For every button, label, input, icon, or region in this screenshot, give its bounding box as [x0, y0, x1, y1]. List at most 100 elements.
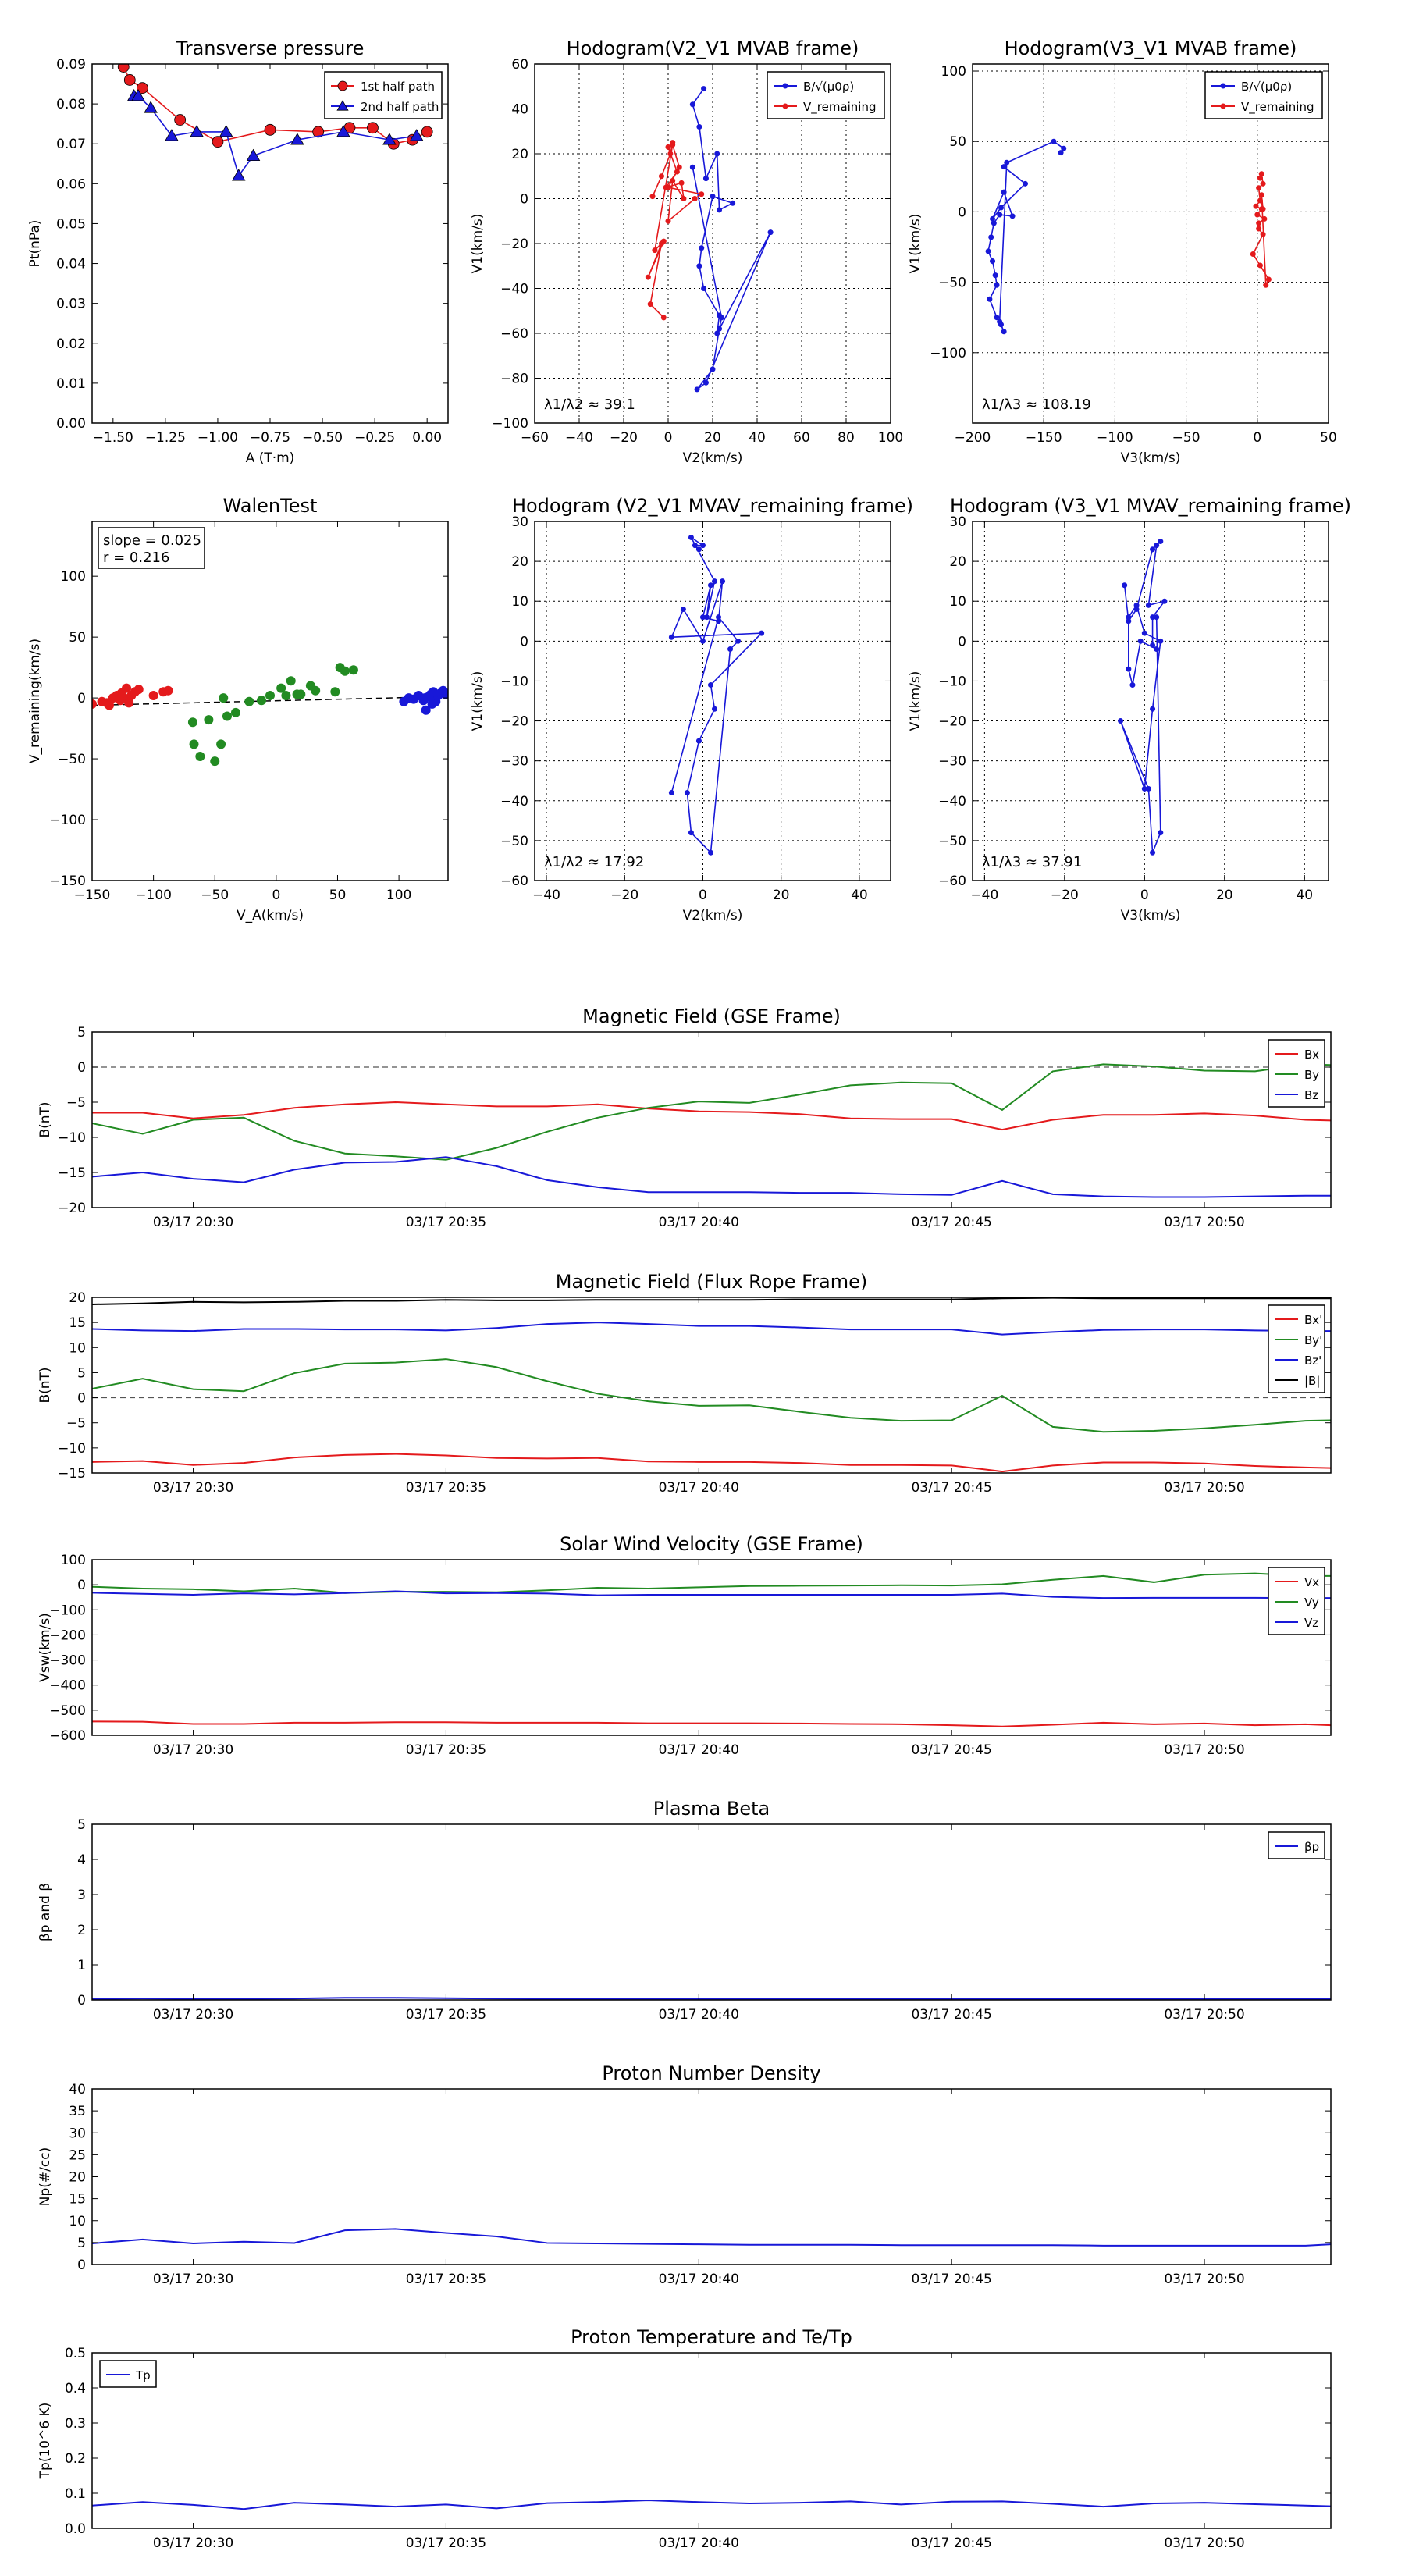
data-point — [992, 272, 998, 279]
y-tick-label: 5 — [77, 1365, 86, 1381]
legend-marker — [1220, 103, 1226, 109]
axes-frame — [91, 2352, 1332, 2529]
data-point — [1154, 646, 1160, 653]
data-point — [1150, 849, 1156, 856]
y-tick-label: 5 — [77, 1817, 86, 1833]
data-point — [265, 690, 275, 700]
data-point — [699, 245, 705, 251]
legend-label: Vz — [1304, 1616, 1318, 1630]
chart-title: Hodogram(V2_V1 MVAB frame) — [567, 37, 859, 59]
data-point — [710, 194, 716, 200]
annotation-text: λ1/λ3 ≈ 37.91 — [982, 854, 1082, 870]
data-point — [699, 191, 705, 197]
legend: βp — [1268, 1831, 1325, 1859]
y-tick-label: 3 — [77, 1888, 86, 1903]
data-point — [703, 614, 710, 621]
x-tick-label: 03/17 20:50 — [1164, 1215, 1244, 1230]
data-point — [692, 543, 698, 549]
x-tick-label: 03/17 20:30 — [153, 1742, 233, 1758]
data-point — [714, 151, 720, 157]
data-point — [727, 646, 734, 653]
data-point — [1158, 638, 1164, 644]
data-point — [652, 247, 658, 254]
data-point — [684, 790, 690, 796]
y-tick-label: 100 — [61, 569, 86, 585]
x-tick-label: 03/17 20:40 — [659, 1742, 739, 1758]
x-tick-label: −40 — [970, 888, 998, 903]
y-tick-label: 0.06 — [56, 176, 86, 192]
data-point — [717, 207, 723, 213]
data-point — [701, 86, 707, 92]
y-tick-label: 15 — [69, 1315, 86, 1331]
axes-frame — [91, 1297, 1332, 1474]
x-tick-label: 60 — [793, 430, 810, 446]
y-tick-label: 0.02 — [56, 336, 86, 352]
series-1 — [187, 663, 358, 767]
data-point — [348, 665, 358, 675]
data-point — [717, 326, 723, 332]
y-tick-label: 0 — [520, 192, 528, 208]
y-tick-label: −30 — [500, 754, 528, 770]
data-point — [92, 699, 97, 709]
x-tick-label: −0.50 — [302, 430, 343, 446]
chart-title: Transverse pressure — [176, 37, 365, 59]
series-line — [987, 141, 1065, 333]
data-point — [190, 125, 204, 137]
y-axis-label: V1(km/s) — [908, 671, 923, 731]
data-point — [1126, 666, 1132, 672]
y-tick-label: 10 — [949, 594, 966, 610]
x-tick-label: 03/17 20:45 — [911, 1480, 991, 1496]
y-tick-label: −50 — [938, 834, 966, 849]
data-point — [694, 386, 700, 393]
data-point — [696, 124, 702, 130]
y-tick-label: −40 — [938, 794, 966, 809]
data-point — [688, 830, 694, 836]
data-point — [340, 666, 350, 676]
legend-box — [324, 71, 443, 119]
x-tick-label: −60 — [521, 430, 549, 446]
y-tick-label: 40 — [511, 102, 528, 118]
data-point — [1118, 718, 1124, 724]
x-tick-label: −1.00 — [197, 430, 238, 446]
data-point — [649, 194, 656, 200]
y-tick-label: −100 — [492, 416, 528, 432]
data-point — [676, 164, 682, 170]
data-point — [707, 849, 713, 856]
data-point — [1133, 606, 1140, 612]
axes-frame — [91, 1823, 1332, 2001]
x-tick-label: −1.50 — [93, 430, 133, 446]
series-2nd half path — [126, 89, 424, 181]
y-tick-label: −50 — [500, 834, 528, 849]
axes-frame — [972, 521, 1329, 881]
y-tick-label: −100 — [49, 1603, 86, 1618]
series-By — [92, 1063, 1331, 1161]
chart-title: Solar Wind Velocity (GSE Frame) — [560, 1533, 863, 1555]
chart-beta: Plasma Beta 03/17 20:30 03/17 20:35 03/17 2… — [37, 1798, 1332, 2023]
chart-h31r: Hodogram (V3_V1 MVAV_remaining frame) −40… — [908, 495, 1351, 923]
data-point — [712, 706, 718, 712]
data-point — [1150, 706, 1156, 712]
y-tick-label: 50 — [949, 134, 966, 150]
y-tick-label: 60 — [511, 57, 528, 73]
chart-title: Hodogram (V3_V1 MVAV_remaining frame) — [950, 495, 1351, 517]
y-tick-label: 0 — [77, 1391, 86, 1407]
x-tick-label: 03/17 20:35 — [406, 1215, 486, 1230]
annotation-line: slope = 0.025 — [103, 532, 201, 549]
y-axis-label: Pt(nPa) — [27, 220, 43, 268]
y-tick-label: −30 — [938, 754, 966, 770]
y-tick-label: −300 — [49, 1653, 86, 1669]
series-Vx — [92, 1720, 1331, 1727]
axes-frame — [91, 521, 449, 881]
x-tick-label: −0.75 — [250, 430, 290, 446]
data-point — [1051, 138, 1057, 144]
data-point — [988, 234, 994, 240]
legend-label: Bz — [1304, 1088, 1318, 1102]
data-point — [658, 173, 664, 180]
data-point — [136, 82, 148, 94]
data-point — [144, 101, 158, 113]
data-point — [1257, 175, 1263, 181]
data-point — [133, 685, 144, 695]
y-axis-label: βp and β — [37, 1883, 53, 1941]
y-tick-label: 0 — [958, 205, 966, 220]
data-point — [312, 126, 325, 138]
